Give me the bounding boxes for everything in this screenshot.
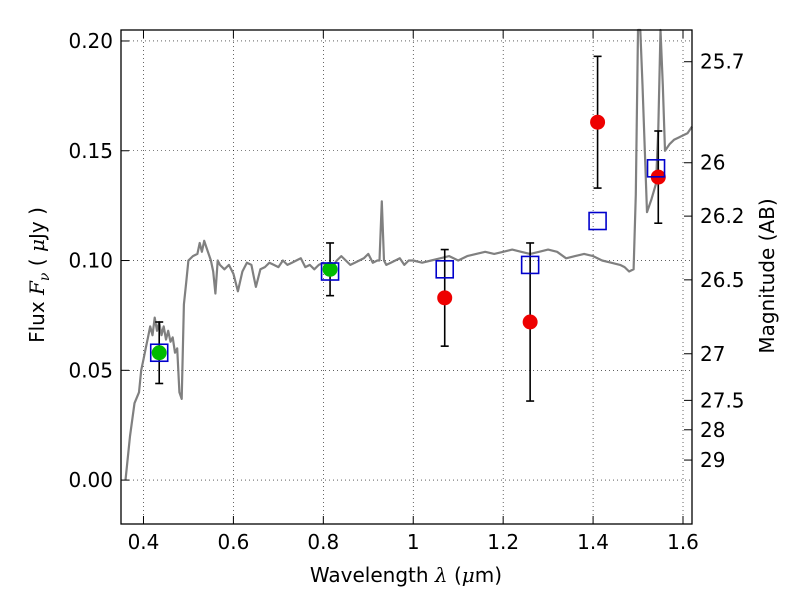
- y-tick-label: 0.05: [68, 358, 113, 382]
- model-point: [149, 343, 169, 363]
- plot-frame: [120, 29, 693, 525]
- x-tick-label: 1: [407, 530, 420, 554]
- y2-axis-label: Magnitude (AB): [755, 198, 779, 353]
- data-point: [590, 114, 606, 130]
- y2-tick-label: 27: [700, 342, 725, 366]
- ticks: 0.4 0.6 0.8 1 1.2 1.4 1.6 0.00 0.05 0.10 0.15 0.20 2…: [68, 29, 744, 554]
- model-spectrum-line: [124, 28, 693, 481]
- y-tick-label: 0.20: [68, 29, 113, 53]
- y-tick-label: 0.10: [68, 249, 113, 273]
- data-point: [151, 345, 167, 361]
- y-axis-label: Flux Fν ( μJy ): [25, 207, 53, 343]
- y-tick-label: 0.15: [68, 139, 113, 163]
- data-point: [322, 261, 338, 277]
- plot-area: [124, 28, 693, 481]
- grid-lines: [121, 30, 692, 524]
- model-point: [435, 260, 455, 279]
- x-tick-label: 0.6: [217, 530, 249, 554]
- x-tick-label: 0.4: [128, 530, 160, 554]
- x-axis-label: Wavelength λ (μm): [310, 563, 502, 587]
- y2-tick-label: 27.5: [700, 388, 745, 412]
- x-tick-label: 1.6: [667, 530, 699, 554]
- y2-tick-label: 26.2: [700, 204, 745, 228]
- x-tick-label: 0.8: [307, 530, 339, 554]
- y2-tick-label: 25.7: [700, 50, 745, 74]
- data-point: [522, 314, 538, 330]
- model-point: [588, 211, 607, 231]
- y2-tick-label: 26: [700, 151, 725, 175]
- model-point: [646, 159, 666, 178]
- data-point: [437, 290, 453, 306]
- y2-tick-label: 26.5: [700, 268, 745, 292]
- model-point: [520, 255, 540, 275]
- x-tick-label: 1.2: [487, 530, 519, 554]
- y2-tick-label: 28: [700, 418, 725, 442]
- y-tick-label: 0.00: [68, 468, 113, 492]
- x-tick-label: 1.4: [577, 530, 609, 554]
- model-point: [320, 262, 340, 281]
- y2-tick-label: 29: [700, 448, 725, 472]
